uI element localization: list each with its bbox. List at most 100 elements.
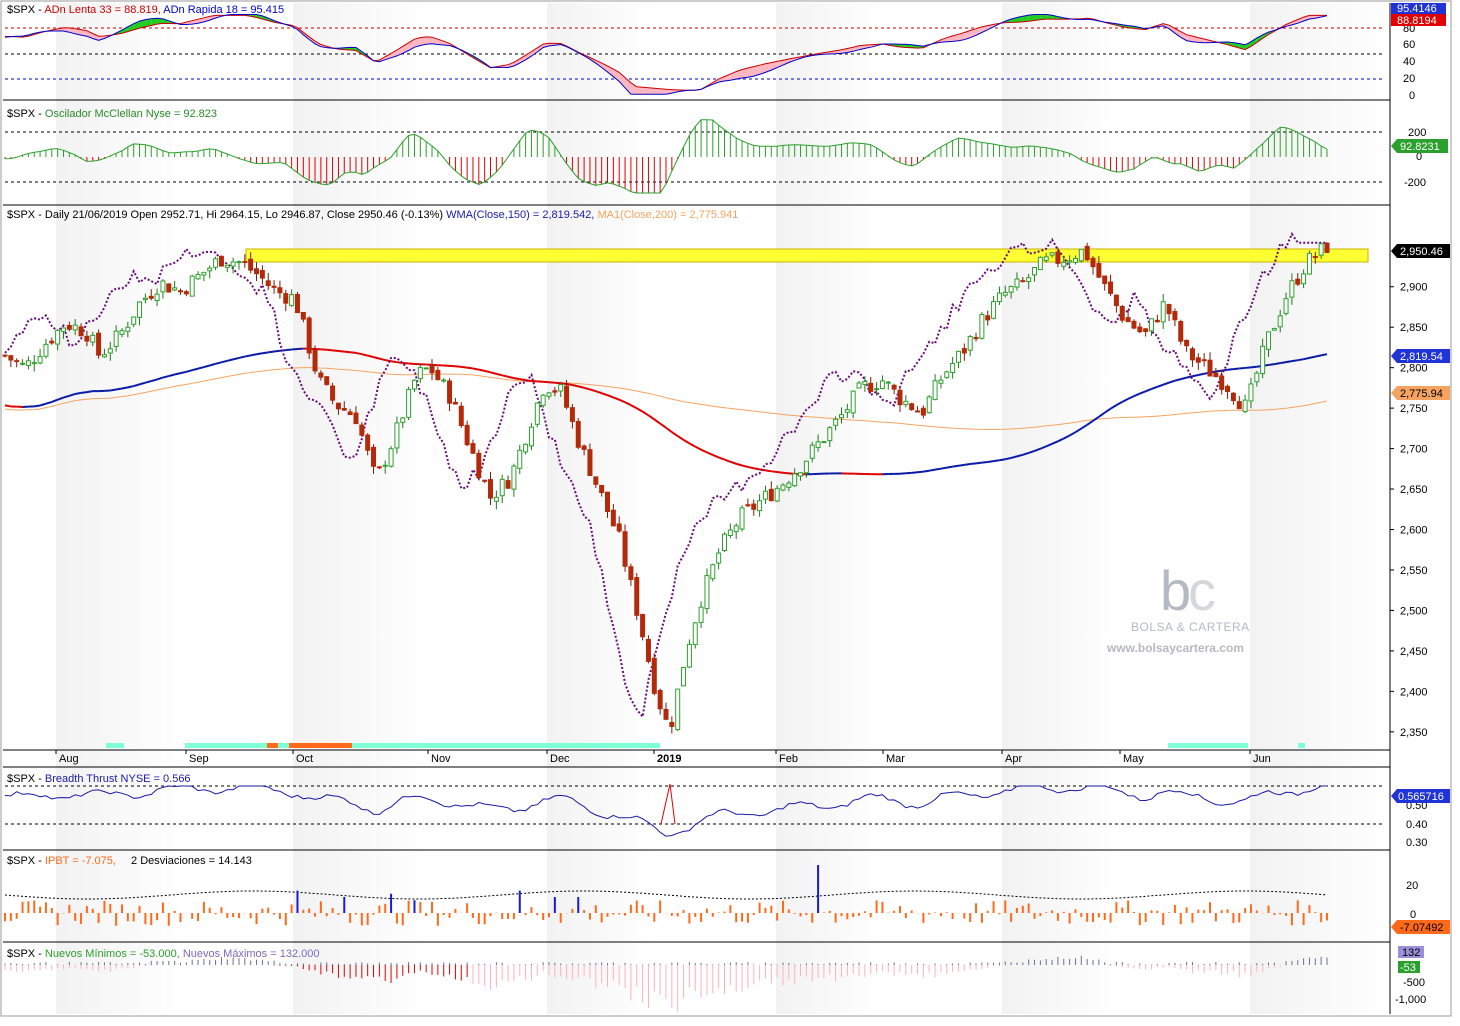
candle-body: [101, 354, 107, 358]
candle-body: [1225, 385, 1231, 392]
candle-body: [967, 335, 973, 351]
candle-body: [844, 409, 850, 413]
candle-body: [944, 371, 950, 378]
signal-strip: [106, 743, 1305, 748]
newhighs-title: $SPX - Nuevos Mínimos = -53.000, Nuevos …: [7, 948, 319, 960]
candle-body: [1032, 266, 1038, 276]
candle-body: [511, 465, 517, 490]
candle-body: [716, 552, 722, 564]
candle-body: [762, 490, 768, 500]
candle-body: [20, 362, 26, 365]
month-label: Nov: [431, 753, 451, 765]
candle-body: [985, 315, 991, 321]
candle-body: [862, 380, 868, 385]
month-label: May: [1123, 753, 1144, 765]
candle-body: [926, 396, 932, 414]
candle-body: [324, 376, 330, 385]
candle-body: [1055, 251, 1061, 264]
candle-body: [447, 380, 453, 404]
candle-body: [306, 317, 312, 354]
candle-body: [242, 261, 248, 264]
candle-body: [365, 434, 371, 451]
price-tick: 2,800: [1400, 363, 1428, 375]
candle-body: [1213, 372, 1219, 378]
candle-body: [464, 424, 470, 446]
candle-body: [119, 330, 125, 335]
candle-body: [932, 380, 938, 401]
candle-body: [686, 643, 692, 668]
svg-text:0: 0: [1410, 909, 1416, 921]
candle-body: [488, 479, 494, 499]
candle-body: [1154, 319, 1160, 323]
candle-body: [1266, 331, 1272, 350]
candle-body: [142, 297, 148, 301]
panel-borders: [3, 3, 1391, 1014]
mcclellan-y-axis: 200 0 -200: [1404, 127, 1426, 189]
candle-body: [493, 496, 499, 502]
candle-body: [224, 264, 230, 268]
candle-body: [277, 287, 283, 294]
candle-body: [1113, 294, 1119, 307]
candle-body: [628, 566, 634, 581]
newhighs-bars: [4, 955, 1328, 1012]
price-tick: 2,700: [1400, 444, 1428, 456]
candle-body: [540, 394, 546, 406]
candle-body: [131, 316, 137, 325]
candle-body: [996, 292, 1002, 303]
candle-body: [376, 466, 382, 469]
candle-body: [1067, 260, 1073, 263]
candle-body: [417, 367, 423, 380]
candle-body: [359, 424, 365, 436]
svg-text:-7.07492: -7.07492: [1400, 922, 1443, 934]
candle-body: [43, 343, 49, 357]
candle-body: [1102, 275, 1108, 284]
month-label: Oct: [296, 753, 313, 765]
candle-body: [2, 354, 8, 357]
candle-body: [640, 613, 646, 638]
candle-body: [1172, 311, 1178, 321]
candle-body: [1230, 392, 1236, 402]
candle-body: [213, 258, 219, 268]
candle-body: [599, 484, 605, 493]
price-tick: 2,450: [1400, 646, 1428, 658]
svg-text:-500: -500: [1403, 977, 1425, 989]
candle-body: [49, 340, 55, 344]
candle-body: [909, 403, 915, 410]
svg-text:b: b: [1160, 559, 1191, 622]
candle-body: [218, 255, 224, 267]
candle-body: [868, 382, 874, 392]
candle-body: [1277, 315, 1283, 328]
candle-body: [31, 362, 37, 365]
price-y-axis: 2,900 2,850 2,800 2,750 2,700 2,650 2,600 2,550…: [1390, 282, 1428, 739]
candle-body: [1020, 280, 1026, 283]
candle-body: [991, 301, 997, 319]
dotted-envelope: [4, 231, 1327, 720]
price-tick: 2,350: [1400, 727, 1428, 739]
svg-text:2,775.94: 2,775.94: [1400, 388, 1443, 400]
candle-body: [973, 336, 979, 340]
adn-panel: $SPX - ADn Lenta 33 = 88.819, ADn Rapida…: [4, 3, 1446, 102]
price-title: $SPX - Daily 21/06/2019 Open 2952.71, Hi…: [7, 209, 738, 221]
candle-body: [423, 367, 429, 370]
month-label: 2019: [657, 753, 681, 765]
price-tick: 2,500: [1400, 605, 1428, 617]
candle-body: [236, 261, 242, 264]
candle-body: [441, 379, 447, 382]
candles: [2, 242, 1330, 734]
candle-body: [406, 388, 412, 418]
candle-body: [645, 638, 651, 662]
candle-body: [815, 441, 821, 448]
candle-body: [55, 329, 61, 345]
breadth-thrust-signal: [660, 783, 676, 825]
ipbt-bars: [4, 865, 1328, 926]
candle-body: [915, 410, 921, 413]
month-shading: [56, 3, 1390, 1014]
month-label: Mar: [886, 753, 905, 765]
price-tick: 2,550: [1400, 565, 1428, 577]
svg-text:200: 200: [1408, 127, 1426, 139]
candle-body: [172, 287, 178, 291]
candle-body: [201, 271, 207, 276]
candle-body: [318, 372, 324, 378]
price-tick: 2,900: [1400, 282, 1428, 294]
